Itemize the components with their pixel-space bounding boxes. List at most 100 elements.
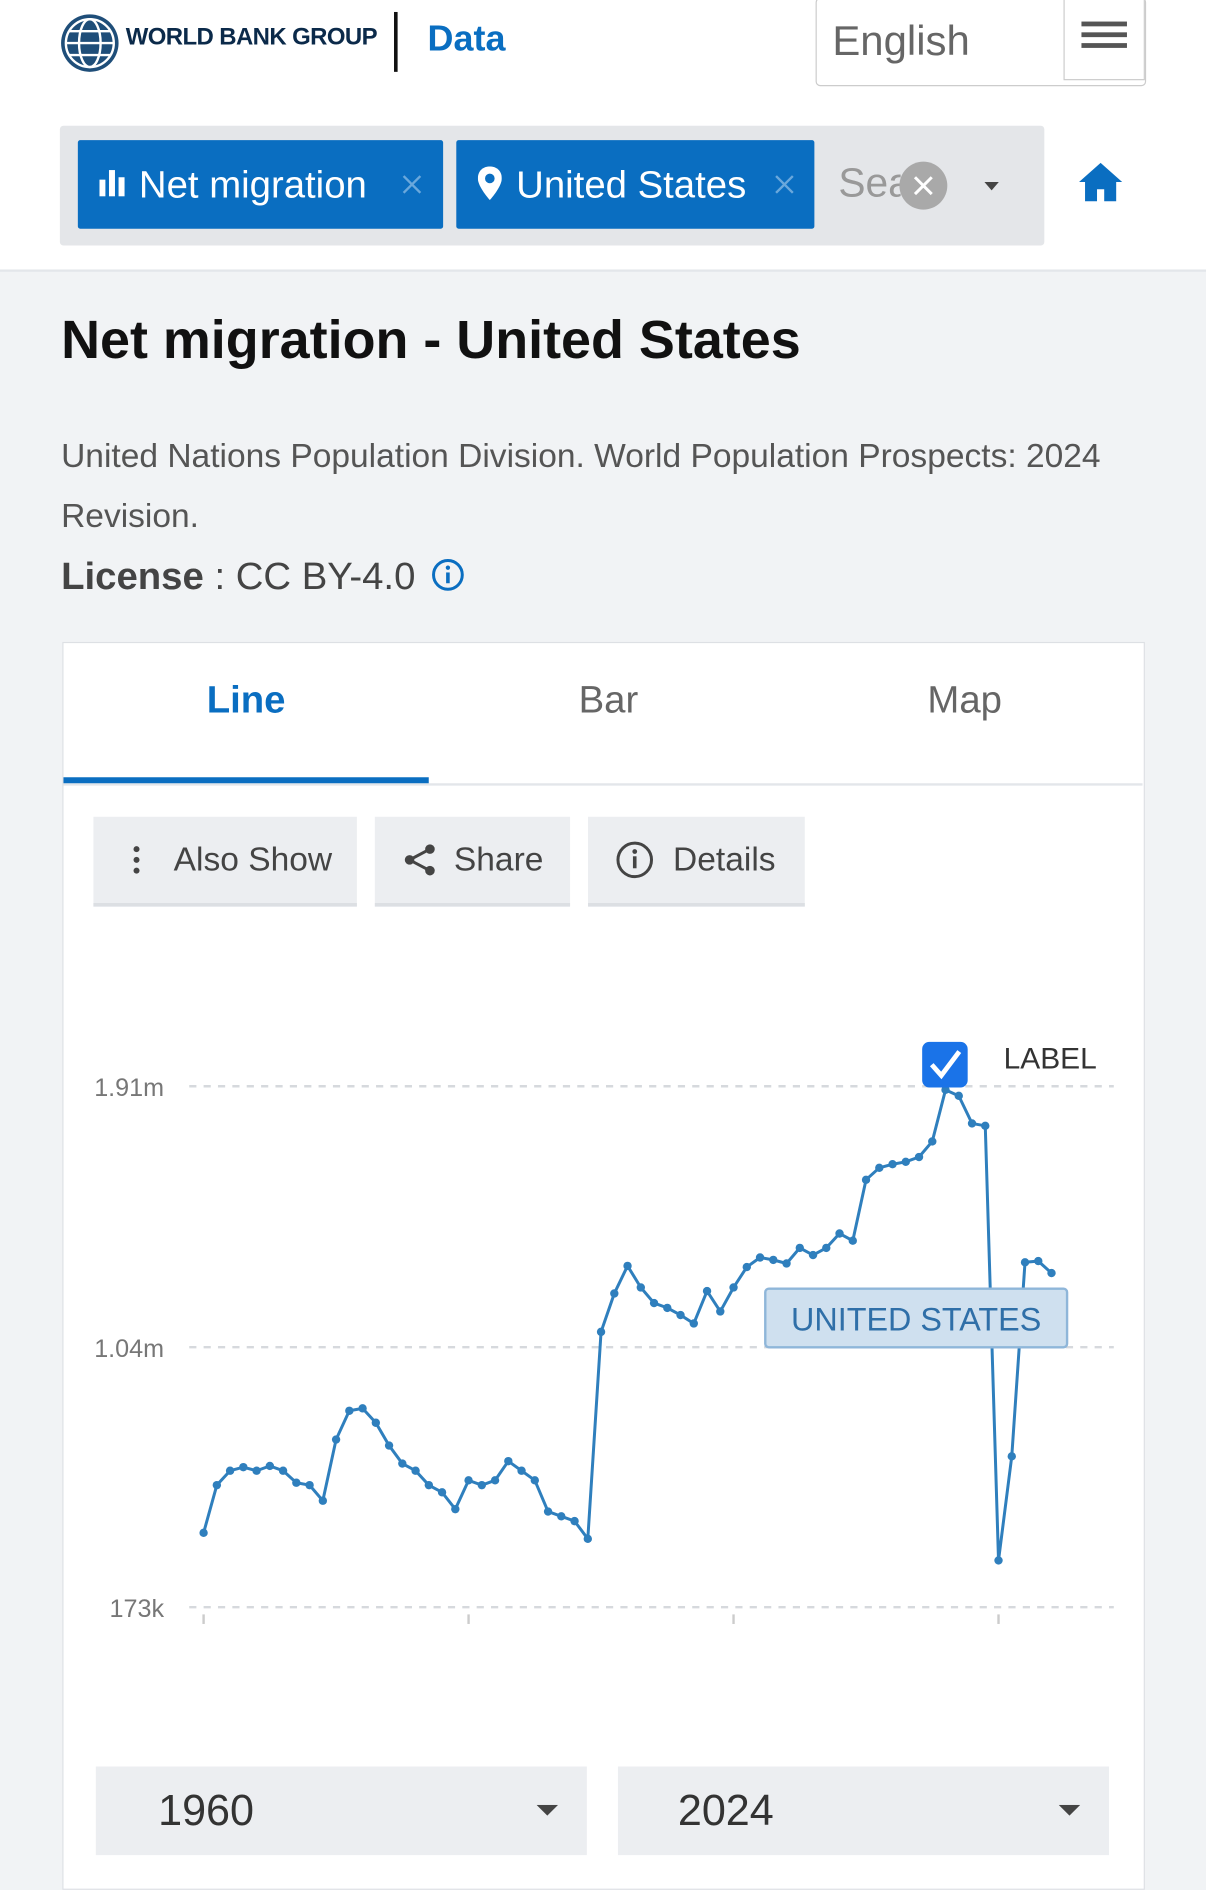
y-tick-label: 1.91m (94, 1074, 164, 1102)
caret (1058, 1804, 1081, 1816)
license-label: License (61, 554, 204, 598)
data-point (265, 1461, 275, 1471)
label-toggle[interactable]: LABEL (922, 1041, 1097, 1088)
data-point (848, 1236, 857, 1245)
start-year: 1960 (158, 1785, 255, 1835)
license: License : CC BY-4.0 (61, 554, 415, 598)
kebab-icon (133, 846, 140, 874)
tab-divider (63, 783, 1143, 786)
divider (394, 11, 398, 72)
caret (536, 1804, 559, 1816)
home-icon[interactable] (1077, 160, 1125, 203)
data-point (769, 1255, 778, 1265)
data-point (649, 1298, 659, 1308)
data-point (424, 1480, 434, 1490)
tab[interactable]: Map (927, 677, 1002, 721)
data-point (530, 1476, 540, 1485)
data-point (636, 1283, 645, 1292)
data-point (994, 1556, 1003, 1565)
data-point (583, 1534, 592, 1544)
info-icon[interactable] (431, 558, 465, 592)
data-point (225, 1466, 235, 1475)
data-point (782, 1259, 791, 1268)
data-point (901, 1157, 910, 1167)
data-point (212, 1480, 222, 1490)
data-point (464, 1476, 473, 1485)
series-label-box (764, 1287, 1069, 1349)
country: United States (516, 162, 747, 206)
data-point (331, 1435, 341, 1444)
also-show-button[interactable]: Also Show (93, 816, 357, 907)
language-select[interactable]: English (815, 0, 1147, 87)
checkbox (922, 1041, 968, 1088)
data-point (861, 1175, 871, 1185)
end-year: 2024 (677, 1785, 774, 1835)
data-point (702, 1286, 712, 1296)
y-tick-label: 1.04m (94, 1335, 164, 1363)
data-point (504, 1456, 513, 1466)
data-point (808, 1250, 818, 1260)
data-point (305, 1480, 314, 1490)
data-point (252, 1466, 261, 1475)
data-point (928, 1137, 937, 1146)
remove-icon[interactable] (401, 174, 423, 196)
label: Details (673, 840, 776, 878)
share-button[interactable]: Share (374, 816, 571, 907)
brand[interactable]: WORLD BANK GROUP (125, 23, 378, 51)
data-point (716, 1307, 725, 1316)
checkmark (929, 1050, 962, 1080)
data-point (517, 1466, 526, 1475)
toggle-label: LABEL (1004, 1042, 1097, 1075)
data-point (914, 1152, 924, 1162)
data-point (451, 1504, 460, 1514)
search-controls[interactable] (898, 160, 1018, 213)
data-point (981, 1121, 990, 1131)
data-point (822, 1243, 831, 1253)
section-link[interactable]: Data (427, 19, 506, 59)
menu-button[interactable] (1063, 0, 1145, 81)
license-value: : CC BY-4.0 (214, 554, 416, 598)
end-year-select[interactable]: 2024 (617, 1766, 1109, 1856)
data-point (755, 1253, 765, 1262)
tab[interactable]: Bar (578, 677, 639, 721)
data-point (490, 1476, 500, 1485)
data-point (1034, 1256, 1043, 1266)
data-point (663, 1303, 672, 1313)
data-point (384, 1441, 394, 1450)
logo (61, 14, 119, 72)
data-point (689, 1319, 698, 1328)
details-button[interactable]: Details (588, 816, 805, 907)
search-input[interactable]: Sea (838, 160, 900, 206)
tab-indicator (63, 777, 429, 784)
data-point (477, 1480, 487, 1490)
data-point (795, 1243, 804, 1253)
data-point (371, 1418, 381, 1427)
data-point (941, 1085, 950, 1095)
indicator-chip[interactable]: Net migration (77, 140, 444, 229)
data-point (596, 1327, 606, 1337)
remove-icon[interactable] (774, 174, 796, 196)
pin-icon (477, 166, 502, 201)
bar-icon (99, 170, 125, 197)
tab[interactable]: Line (206, 677, 286, 721)
start-year-select[interactable]: 1960 (95, 1766, 587, 1856)
data-point (437, 1488, 447, 1497)
share-icon (404, 844, 435, 876)
data-point (835, 1229, 844, 1238)
data-point (278, 1466, 288, 1475)
data-point (358, 1404, 367, 1413)
data-point (239, 1462, 248, 1472)
data-point (742, 1262, 751, 1272)
data-point (318, 1496, 328, 1505)
data-point (543, 1507, 553, 1516)
data-point (345, 1406, 354, 1415)
data-point (623, 1261, 632, 1271)
country-chip[interactable]: United States (456, 140, 815, 229)
y-tick-label: 173k (110, 1595, 165, 1623)
data-point (888, 1160, 897, 1169)
data-point (1020, 1258, 1030, 1267)
page-title: Net migration - United States (61, 308, 801, 371)
